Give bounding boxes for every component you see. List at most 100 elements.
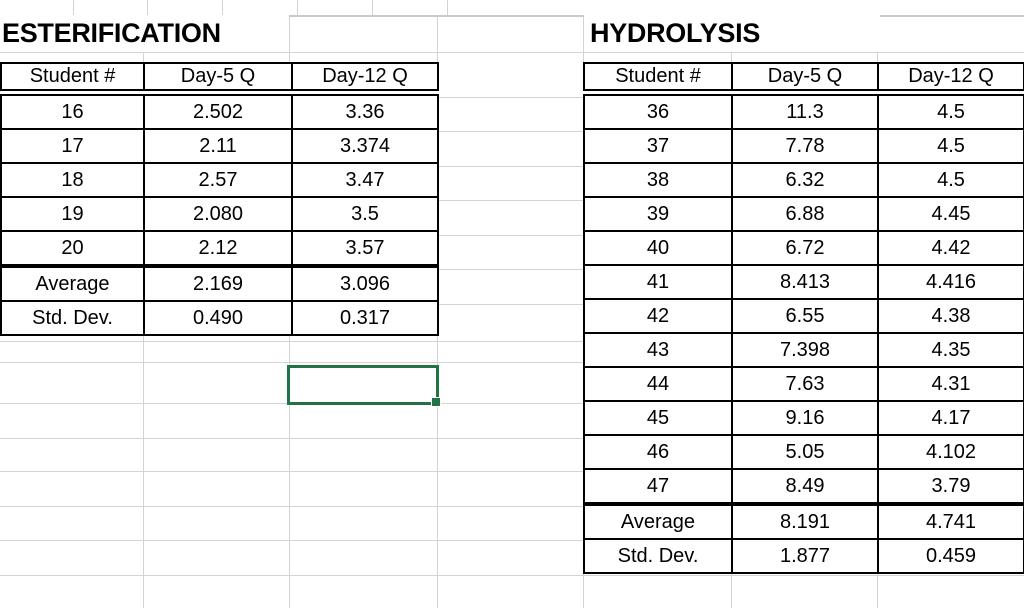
- cell[interactable]: 38: [583, 162, 733, 198]
- gridline: [0, 131, 1024, 132]
- cell[interactable]: 18: [0, 162, 145, 198]
- table-row: Std. Dev. 0.490 0.317: [0, 300, 439, 336]
- cell[interactable]: 4.31: [877, 366, 1024, 402]
- gridline: [447, 0, 448, 15]
- header-row: Student # Day-5 Q Day-12 Q: [583, 62, 1024, 96]
- cell[interactable]: 4.5: [877, 162, 1024, 198]
- table-row: 44 7.63 4.31: [583, 366, 1024, 402]
- cell[interactable]: 47: [583, 468, 733, 505]
- cell[interactable]: 41: [583, 264, 733, 300]
- selected-cell[interactable]: [287, 365, 441, 407]
- cell[interactable]: 4.38: [877, 298, 1024, 334]
- table-row: 18 2.57 3.47: [0, 162, 439, 198]
- header-row: Student # Day-5 Q Day-12 Q: [0, 62, 439, 96]
- gridline: [297, 0, 298, 15]
- cell[interactable]: 6.88: [731, 196, 879, 232]
- cell[interactable]: 4.35: [877, 332, 1024, 368]
- cell[interactable]: 0.459: [877, 538, 1024, 574]
- cell[interactable]: 2.169: [143, 264, 293, 302]
- cell[interactable]: 7.398: [731, 332, 879, 368]
- cell[interactable]: 3.57: [291, 230, 439, 267]
- cell[interactable]: 43: [583, 332, 733, 368]
- table-row: Average 8.191 4.741: [583, 502, 1024, 540]
- cell[interactable]: 3.36: [291, 91, 439, 130]
- fill-handle[interactable]: [431, 397, 441, 407]
- cell[interactable]: 2.12: [143, 230, 293, 267]
- cell[interactable]: 6.72: [731, 230, 879, 266]
- table-row: 37 7.78 4.5: [583, 128, 1024, 164]
- cell[interactable]: 0.490: [143, 300, 293, 336]
- cell[interactable]: 4.17: [877, 400, 1024, 436]
- cell[interactable]: 4.42: [877, 230, 1024, 266]
- cell[interactable]: 9.16: [731, 400, 879, 436]
- header-cell-day5[interactable]: Day-5 Q: [731, 62, 879, 96]
- cell[interactable]: 3.79: [877, 468, 1024, 505]
- gridline: [0, 575, 1024, 576]
- cell[interactable]: 4.45: [877, 196, 1024, 232]
- cell[interactable]: 2.11: [143, 128, 293, 164]
- cell[interactable]: 4.5: [877, 91, 1024, 130]
- header-cell-day12[interactable]: Day-12 Q: [877, 62, 1024, 96]
- table-row: 40 6.72 4.42: [583, 230, 1024, 266]
- cell[interactable]: 11.3: [731, 91, 879, 130]
- cell[interactable]: Std. Dev.: [0, 300, 145, 336]
- cell[interactable]: 1.877: [731, 538, 879, 574]
- cell[interactable]: 7.63: [731, 366, 879, 402]
- cell[interactable]: 8.191: [731, 502, 879, 540]
- esterification-table: Student # Day-5 Q Day-12 Q 16 2.502 3.36 17…: [0, 62, 439, 336]
- gridline: [0, 403, 1024, 404]
- gridline: [222, 0, 223, 15]
- cell[interactable]: 2.57: [143, 162, 293, 198]
- cell[interactable]: 4.102: [877, 434, 1024, 470]
- table-row: 41 8.413 4.416: [583, 264, 1024, 300]
- cell[interactable]: 17: [0, 128, 145, 164]
- cell[interactable]: 45: [583, 400, 733, 436]
- header-cell-student[interactable]: Student #: [583, 62, 733, 96]
- cell[interactable]: 8.49: [731, 468, 879, 505]
- cell[interactable]: Average: [583, 502, 733, 540]
- cell[interactable]: 6.32: [731, 162, 879, 198]
- table-row: Std. Dev. 1.877 0.459: [583, 538, 1024, 574]
- gridline: [0, 97, 1024, 98]
- cell[interactable]: 19: [0, 196, 145, 232]
- cell[interactable]: 46: [583, 434, 733, 470]
- header-cell-student[interactable]: Student #: [0, 62, 145, 96]
- gridline: [0, 200, 1024, 201]
- cell[interactable]: 4.741: [877, 502, 1024, 540]
- gridline: [0, 304, 1024, 305]
- cell[interactable]: 5.05: [731, 434, 879, 470]
- gridline: [0, 269, 1024, 270]
- table-title-hydrolysis: HYDROLYSIS: [584, 15, 880, 52]
- cell[interactable]: 36: [583, 91, 733, 130]
- gridline: [0, 52, 1024, 53]
- table-row: 39 6.88 4.45: [583, 196, 1024, 232]
- cell[interactable]: Std. Dev.: [583, 538, 733, 574]
- cell[interactable]: 37: [583, 128, 733, 164]
- cell[interactable]: 42: [583, 298, 733, 334]
- cell[interactable]: 3.096: [291, 264, 439, 302]
- gridline: [0, 362, 1024, 363]
- cell[interactable]: 20: [0, 230, 145, 267]
- cell[interactable]: 16: [0, 91, 145, 130]
- table-row: 45 9.16 4.17: [583, 400, 1024, 436]
- cell[interactable]: 0.317: [291, 300, 439, 336]
- cell[interactable]: 44: [583, 366, 733, 402]
- header-cell-day5[interactable]: Day-5 Q: [143, 62, 293, 96]
- cell[interactable]: 8.413: [731, 264, 879, 300]
- cell[interactable]: 40: [583, 230, 733, 266]
- table-row: 42 6.55 4.38: [583, 298, 1024, 334]
- cell[interactable]: 7.78: [731, 128, 879, 164]
- cell[interactable]: 3.5: [291, 196, 439, 232]
- cell[interactable]: 2.502: [143, 91, 293, 130]
- cell[interactable]: 2.080: [143, 196, 293, 232]
- cell[interactable]: 4.5: [877, 128, 1024, 164]
- cell[interactable]: Average: [0, 264, 145, 302]
- cell[interactable]: 3.47: [291, 162, 439, 198]
- header-cell-day12[interactable]: Day-12 Q: [291, 62, 439, 96]
- cell[interactable]: 39: [583, 196, 733, 232]
- cell[interactable]: 6.55: [731, 298, 879, 334]
- gridline: [0, 540, 1024, 541]
- cell[interactable]: 3.374: [291, 128, 439, 164]
- cell[interactable]: 4.416: [877, 264, 1024, 300]
